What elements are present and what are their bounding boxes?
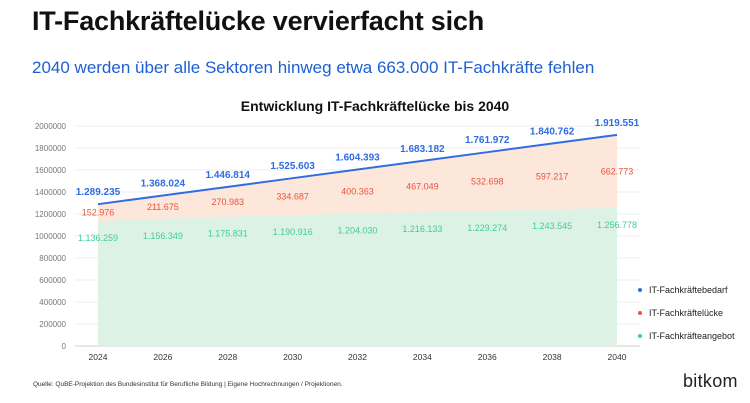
gap-data-label: 152.976 (82, 208, 115, 218)
data-labels: 1.289.235 1.368.024 1.446.814 1.525.603 1.60… (76, 118, 640, 243)
supply-data-label: 1.156.349 (143, 231, 183, 241)
gap-data-label: 400.363 (341, 187, 374, 197)
y-axis-ticks: 0 200000 400000 600000 800000 1000000 1200000 1… (35, 122, 67, 351)
legend-marker-luecke (638, 310, 642, 315)
legend-label-bedarf: IT-Fachkräftebedarf (649, 284, 728, 295)
chart-title: Entwicklung IT-Fachkräftelücke bis 2040 (240, 98, 510, 114)
y-tick-label: 1400000 (35, 188, 67, 197)
y-tick-label: 200000 (39, 320, 66, 329)
page-subtitle: 2040 werden über alle Sektoren hinweg et… (32, 58, 595, 77)
x-tick-label: 2034 (413, 352, 432, 362)
demand-data-label: 1.525.603 (270, 161, 315, 172)
y-tick-label: 1800000 (35, 144, 67, 153)
gap-data-label: 467.049 (406, 182, 439, 192)
x-tick-label: 2026 (153, 352, 172, 362)
y-tick-label: 600000 (39, 276, 66, 285)
legend-marker-bedarf (638, 287, 642, 292)
page-title: IT-Fachkräftelücke vervierfacht sich (32, 6, 485, 36)
supply-area (98, 207, 617, 346)
demand-data-label: 1.840.762 (530, 127, 575, 138)
legend-label-luecke: IT-Fachkräftelücke (649, 307, 724, 318)
y-tick-label: 400000 (39, 298, 66, 307)
gap-data-label: 597.217 (536, 171, 569, 181)
demand-data-label: 1.446.814 (206, 170, 251, 181)
x-tick-label: 2040 (608, 352, 627, 362)
demand-data-label: 1.683.182 (400, 144, 445, 155)
legend-item-luecke[interactable]: IT-Fachkräftelücke (638, 307, 735, 318)
chart-areas (98, 134, 617, 346)
gap-data-label: 532.698 (471, 176, 504, 186)
supply-data-label: 1.190.916 (273, 227, 313, 237)
x-axis-ticks: 2024 2026 2028 2030 2032 2034 2036 2038 2040 (89, 352, 627, 362)
demand-data-label: 1.919.551 (595, 118, 640, 129)
y-tick-label: 800000 (39, 254, 66, 263)
x-tick-label: 2038 (543, 352, 562, 362)
supply-data-label: 1.256.778 (597, 220, 637, 230)
x-tick-label: 2032 (348, 352, 367, 362)
legend-marker-angebot (638, 333, 642, 338)
y-tick-label: 1600000 (35, 166, 67, 175)
demand-data-label: 1.368.024 (141, 179, 186, 190)
supply-data-label: 1.216.133 (402, 224, 442, 234)
supply-data-label: 1.204.030 (337, 226, 377, 236)
supply-data-label: 1.229.274 (467, 223, 507, 233)
demand-line (97, 133, 618, 206)
supply-data-label: 1.243.545 (532, 221, 572, 231)
brand-logo: bitkom (683, 371, 738, 391)
demand-data-label: 1.604.393 (335, 153, 380, 164)
gap-data-label: 334.687 (276, 192, 309, 202)
y-tick-label: 1200000 (35, 210, 67, 219)
supply-data-label: 1.175.831 (208, 229, 248, 239)
legend-item-angebot[interactable]: IT-Fachkräfteangebot (638, 330, 735, 341)
x-tick-label: 2030 (283, 352, 302, 362)
gap-data-label: 270.983 (211, 197, 244, 207)
demand-data-label: 1.289.235 (76, 187, 121, 198)
legend-label-angebot: IT-Fachkräfteangebot (649, 330, 735, 341)
gap-data-label: 211.675 (147, 202, 179, 212)
source-note: Quelle: QuBE-Projektion des Bundesinstit… (33, 381, 343, 388)
gap-data-label: 662.773 (601, 166, 634, 176)
x-tick-label: 2028 (218, 352, 237, 362)
gap-area (98, 134, 617, 222)
y-tick-label: 2000000 (35, 122, 67, 131)
chart-legend: IT-Fachkräftebedarf IT-Fachkräftelücke I… (638, 284, 735, 353)
x-tick-label: 2036 (478, 352, 497, 362)
x-tick-label: 2024 (89, 352, 108, 362)
supply-data-label: 1.136.259 (78, 233, 118, 243)
demand-data-label: 1.761.972 (465, 135, 510, 146)
chart-lines (97, 133, 618, 206)
y-tick-label: 1000000 (35, 232, 67, 241)
y-tick-label: 0 (62, 342, 67, 351)
legend-item-bedarf[interactable]: IT-Fachkräftebedarf (638, 284, 735, 295)
